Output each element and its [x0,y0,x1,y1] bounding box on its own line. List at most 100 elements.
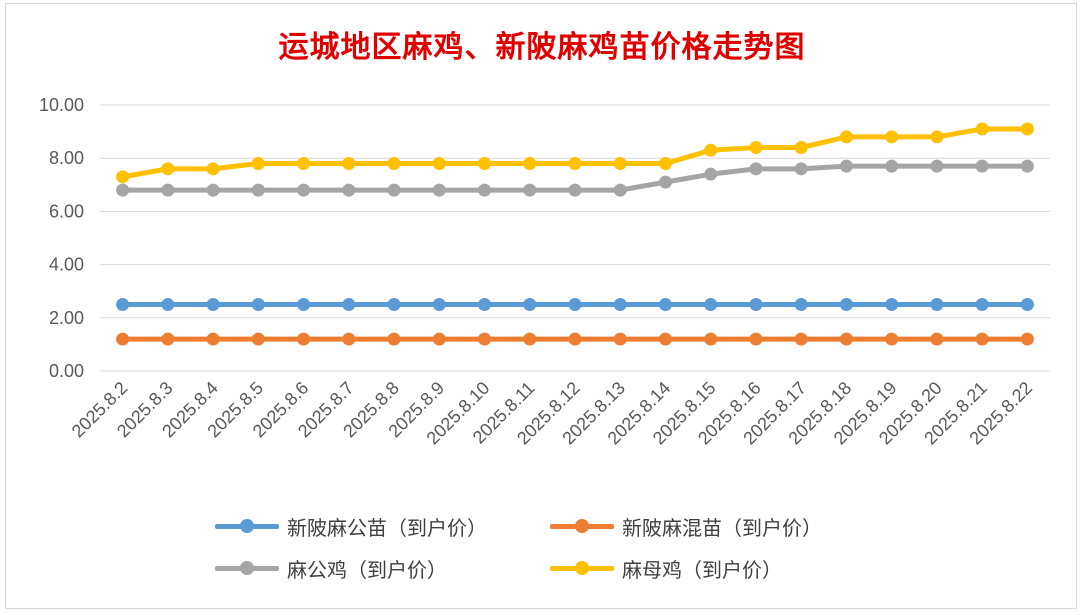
data-point-series-2 [975,332,989,346]
data-point-series-3 [251,183,265,197]
legend-item-4: 麻母鸡（到户价） [550,552,782,584]
legend-label-4: 麻母鸡（到户价） [622,557,782,582]
data-point-series-1 [297,298,311,311]
data-point-series-3 [839,159,853,173]
data-point-series-4 [387,157,401,171]
legend-swatch-4 [550,558,614,578]
data-point-series-4 [749,141,763,155]
data-point-series-3 [297,183,311,197]
chart-title: 运城地区麻鸡、新陂麻鸡苗价格走势图 [278,30,806,65]
legend-label-1: 新陂麻公苗（到户价） [287,515,487,540]
data-point-series-3 [794,162,808,176]
data-point-series-4 [478,157,492,171]
legend-item-2: 新陂麻混苗（到户价） [550,510,822,542]
data-point-series-3 [523,183,537,197]
legend-label-2: 新陂麻混苗（到户价） [622,515,822,540]
data-point-series-3 [206,183,220,197]
data-point-series-2 [251,332,265,346]
data-point-series-2 [885,332,899,346]
data-point-series-3 [975,159,989,173]
data-point-series-4 [116,170,130,184]
legend-item-3: 麻公鸡（到户价） [215,552,447,584]
data-point-series-2 [930,332,944,346]
data-point-series-1 [704,298,718,311]
y-tick-label: 4.00 [49,255,84,275]
data-point-series-4 [342,157,356,171]
data-point-series-4 [568,157,582,171]
data-point-series-2 [568,332,582,346]
data-point-series-1 [387,298,401,311]
data-point-series-3 [432,183,446,197]
legend-swatch-1 [215,516,279,536]
y-axis-ticks: 0.00 2.00 4.00 6.00 8.00 10.00 [39,95,84,381]
data-point-series-3 [930,159,944,173]
data-point-series-1 [478,298,492,311]
data-point-series-1 [839,298,853,311]
data-point-series-3 [116,183,130,197]
data-point-series-2 [432,332,446,346]
data-point-series-2 [794,332,808,346]
data-point-series-4 [839,130,853,144]
data-point-series-3 [613,183,627,197]
data-point-series-4 [613,157,627,171]
data-point-series-3 [342,183,356,197]
data-point-series-1 [930,298,944,311]
legend-item-1: 新陂麻公苗（到户价） [215,510,487,542]
data-point-series-1 [568,298,582,311]
x-axis-ticks: 2025.8.22025.8.32025.8.42025.8.52025.8.6… [68,378,1036,449]
data-point-series-2 [1020,332,1034,346]
y-tick-label: 8.00 [49,148,84,168]
data-point-series-2 [704,332,718,346]
data-point-series-3 [568,183,582,197]
y-tick-label: 2.00 [49,308,84,328]
data-point-series-3 [387,183,401,197]
data-point-series-3 [704,167,718,181]
data-point-series-1 [975,298,989,311]
gridlines [100,104,1050,372]
data-point-series-4 [523,157,537,171]
data-point-series-1 [613,298,627,311]
data-point-series-2 [116,332,130,346]
data-point-series-4 [432,157,446,171]
data-point-series-3 [1020,159,1034,173]
data-point-series-4 [704,143,718,157]
data-point-series-3 [478,183,492,197]
data-point-series-1 [432,298,446,311]
legend-swatch-2 [550,516,614,536]
data-point-series-2 [613,332,627,346]
data-point-series-4 [1020,122,1034,136]
data-point-series-3 [749,162,763,176]
data-point-series-4 [794,141,808,155]
data-point-series-1 [523,298,537,311]
data-point-series-4 [161,162,175,176]
data-point-series-1 [342,298,356,311]
legend-swatch-3 [215,558,279,578]
data-point-series-2 [161,332,175,346]
data-point-series-4 [297,157,311,171]
data-point-series-2 [387,332,401,346]
data-point-series-2 [206,332,220,346]
data-point-series-4 [251,157,265,171]
data-point-series-1 [794,298,808,311]
data-point-series-3 [885,159,899,173]
data-point-series-2 [839,332,853,346]
data-point-series-4 [930,130,944,144]
legend-label-3: 麻公鸡（到户价） [287,557,447,582]
data-point-series-1 [885,298,899,311]
data-point-series-1 [116,298,130,311]
data-point-series-2 [658,332,672,346]
y-tick-label: 6.00 [49,201,84,221]
data-point-series-3 [658,175,672,189]
data-point-series-1 [1020,298,1034,311]
data-point-series-2 [478,332,492,346]
data-point-series-1 [658,298,672,311]
data-point-series-3 [161,183,175,197]
data-point-series-2 [297,332,311,346]
data-point-series-2 [342,332,356,346]
data-point-series-1 [161,298,175,311]
data-point-series-4 [206,162,220,176]
data-point-series-2 [523,332,537,346]
data-point-series-4 [975,122,989,136]
series-points [116,122,1034,346]
